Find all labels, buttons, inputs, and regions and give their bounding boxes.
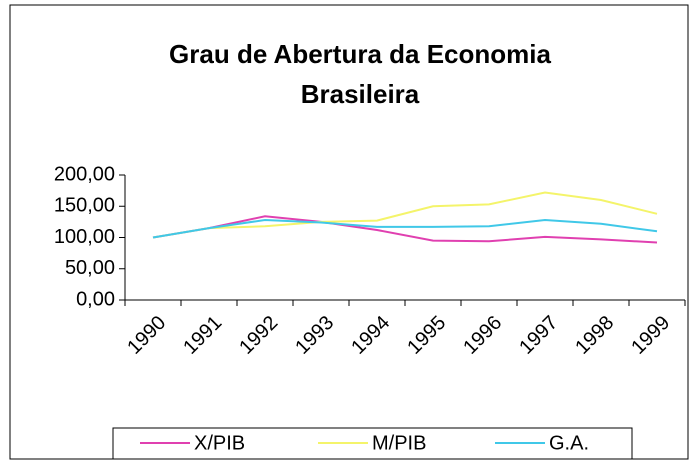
legend-box xyxy=(112,427,633,460)
y-tick-label: 50,00 xyxy=(65,257,115,279)
x-tick-label: 1999 xyxy=(627,312,674,359)
legend-label: M/PIB xyxy=(372,432,426,454)
series-line xyxy=(152,218,658,239)
y-tick-label: 150,00 xyxy=(54,195,115,217)
x-tick-label: 1994 xyxy=(347,312,394,359)
series-line xyxy=(152,191,658,239)
x-tick-label: 1996 xyxy=(459,312,506,359)
y-tick-label: 0,00 xyxy=(76,288,115,310)
x-tick-label: 1998 xyxy=(571,312,618,359)
x-tick-label: 1992 xyxy=(235,312,282,359)
chart-title: Grau de Abertura da Economia Brasileira xyxy=(169,39,551,109)
x-tick-label: 1997 xyxy=(515,312,562,359)
y-tick-label: 200,00 xyxy=(54,163,115,185)
legend-label: X/PIB xyxy=(194,432,245,454)
y-tick-label: 100,00 xyxy=(54,226,115,248)
x-tick-label: 1990 xyxy=(123,312,170,359)
x-tick-label: 1991 xyxy=(179,312,226,359)
series-line xyxy=(152,215,658,244)
x-tick-label: 1995 xyxy=(403,312,450,359)
legend-label: G.A. xyxy=(549,432,589,454)
x-tick-label: 1993 xyxy=(291,312,338,359)
